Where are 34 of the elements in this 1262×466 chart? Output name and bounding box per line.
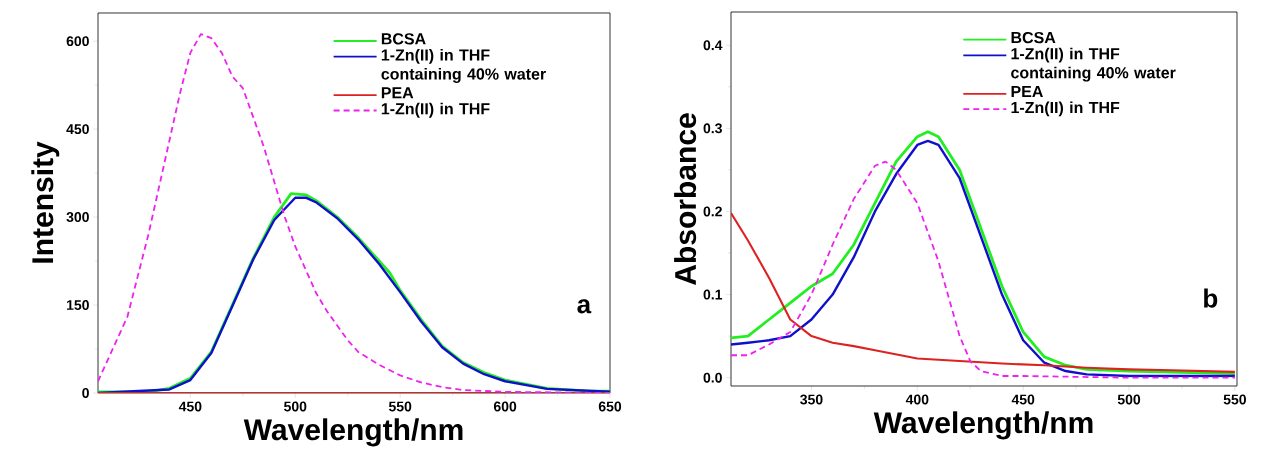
y-tick-label: 600 — [66, 36, 89, 47]
x-axis-title: Wavelength/nm — [873, 411, 1093, 440]
legend-label: 1-Zn(II) in THF containing 40% water — [1011, 47, 1176, 82]
legend-label: PEA — [1011, 86, 1043, 98]
x-tick-label: 550 — [388, 401, 412, 412]
y-tick-label: 0.1 — [703, 289, 723, 300]
annotation: b — [1204, 288, 1218, 308]
legend-label: BCSA — [381, 33, 426, 45]
y-tick-label: 0.4 — [703, 40, 723, 51]
y-tick-label: 450 — [66, 124, 89, 135]
x-tick-label: 350 — [800, 394, 823, 405]
legend-label: PEA — [381, 87, 414, 99]
x-tick-label: 500 — [284, 401, 307, 412]
annotation: a — [577, 299, 592, 314]
legend-label: 1-Zn(II) in THF containing 40% water — [381, 48, 546, 83]
x-tick-label: 550 — [1223, 394, 1246, 405]
x-axis-title: Wavelength/nm — [243, 418, 463, 447]
x-tick-label: 600 — [493, 401, 517, 412]
legend-label: 1-Zn(II) in THF — [1011, 101, 1120, 117]
x-tick-label: 450 — [178, 401, 202, 412]
y-tick-label: 150 — [67, 300, 89, 310]
y-tick-label: 300 — [66, 212, 89, 223]
x-tick-label: 450 — [1011, 394, 1035, 405]
y-axis-title: Absorbance — [674, 113, 697, 285]
x-tick-label: 400 — [905, 394, 929, 405]
x-tick-label: 650 — [598, 401, 622, 412]
legend-label: 1-Zn(II) in THF — [381, 102, 490, 118]
y-axis-title: Intensity — [31, 141, 60, 263]
y-tick-label: 0.2 — [703, 206, 722, 217]
x-tick-label: 500 — [1117, 394, 1141, 405]
legend-label: BCSA — [1011, 31, 1056, 44]
y-tick-label: 0 — [82, 388, 89, 398]
y-tick-label: 0.0 — [703, 372, 722, 383]
y-tick-label: 0.3 — [703, 123, 722, 134]
